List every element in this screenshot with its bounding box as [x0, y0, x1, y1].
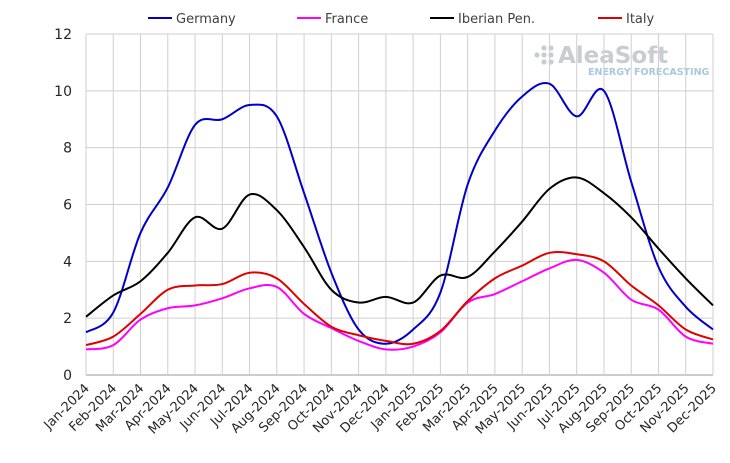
legend-label: Germany [176, 12, 236, 27]
legend-label: France [325, 12, 368, 27]
y-tick-label: 6 [63, 198, 72, 214]
y-tick-label: 10 [54, 84, 72, 100]
series-line-france [85, 258, 714, 351]
y-axis-ticks: 0 2 4 6 8 10 12 [54, 27, 72, 384]
y-tick-label: 12 [54, 27, 72, 43]
legend-item-france: France [297, 12, 368, 27]
series-line-germany [85, 82, 714, 345]
y-tick-label: 2 [63, 311, 72, 327]
y-tick-label: 8 [63, 141, 72, 157]
y-tick-label: 4 [63, 254, 72, 270]
grid [85, 33, 714, 376]
legend-label: Iberian Pen. [458, 12, 535, 27]
logo-name: AleaSoft [558, 43, 668, 69]
series-lines [85, 82, 714, 351]
legend: Germany France Iberian Pen. Italy [148, 12, 655, 27]
legend-item-italy: Italy [598, 12, 655, 27]
legend-item-germany: Germany [148, 12, 236, 27]
series-line-iberian-pen [85, 176, 714, 318]
logo-tagline: ENERGY FORECASTING [588, 67, 710, 78]
y-tick-label: 0 [63, 368, 72, 384]
legend-label: Italy [626, 12, 655, 27]
series-line-italy [85, 251, 714, 347]
legend-item-iberian-pen: Iberian Pen. [430, 12, 535, 27]
